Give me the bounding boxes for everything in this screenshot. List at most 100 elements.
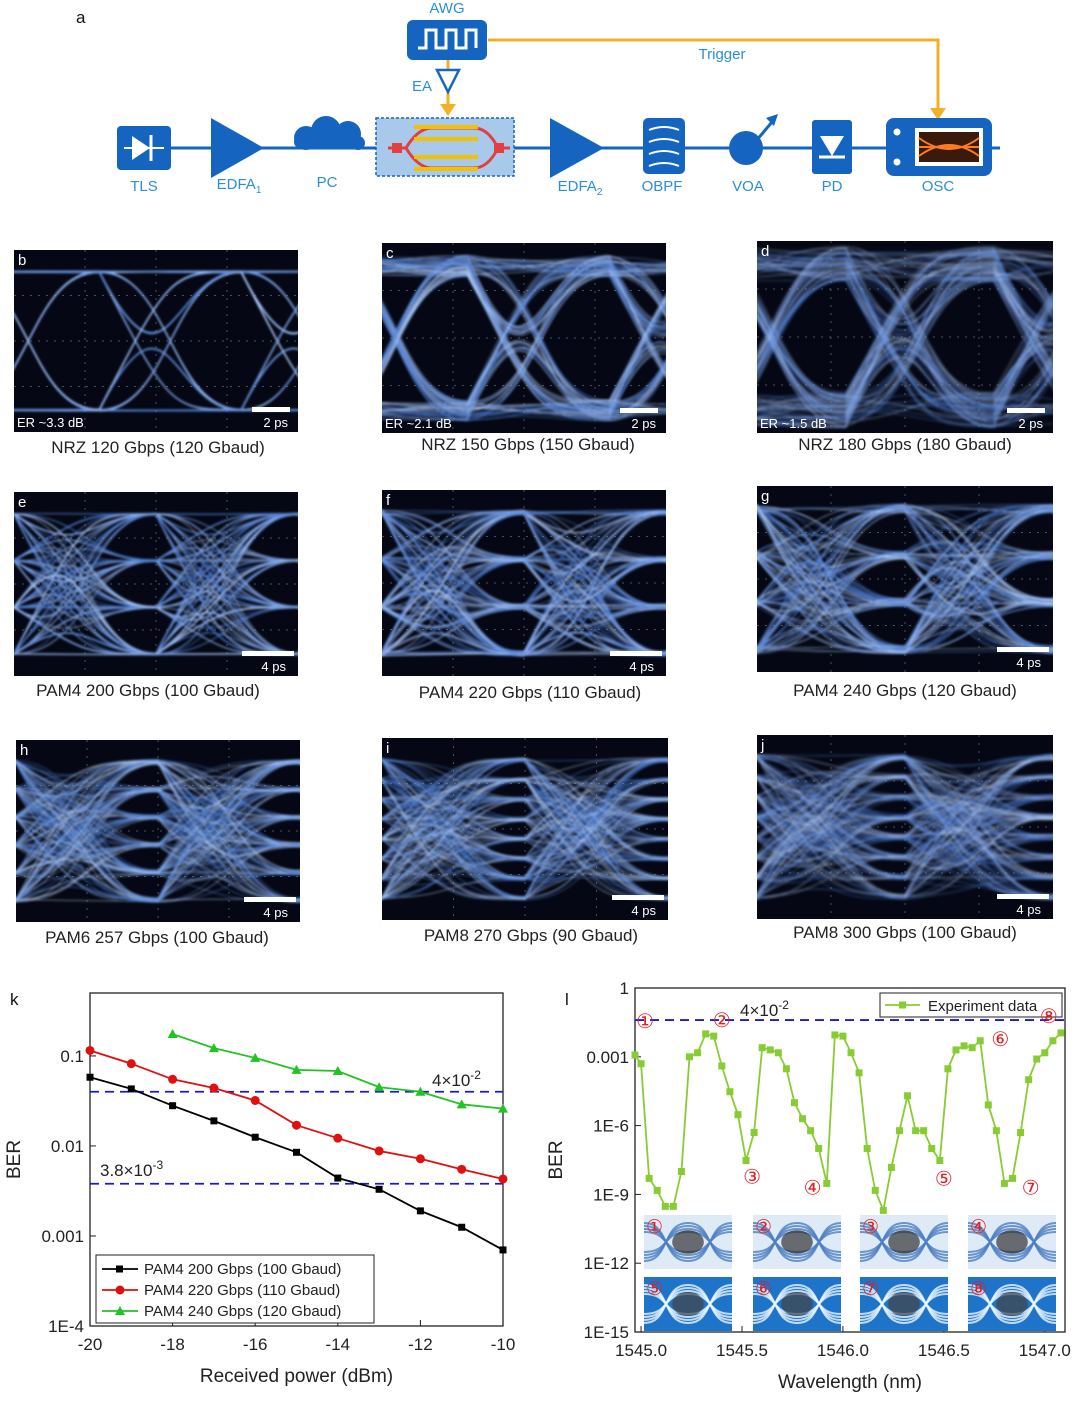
threshold-label: 4×10-2 [740, 998, 789, 1020]
scale-bar [252, 407, 290, 412]
y-tick-label: 0.001 [586, 1048, 629, 1067]
x-axis-label: Received power (dBm) [200, 1366, 393, 1387]
eye-traces [382, 738, 668, 920]
data-point [928, 1145, 936, 1153]
y-tick-label: 1 [620, 980, 629, 998]
data-point [807, 1127, 815, 1135]
inset-eye-opening [888, 1230, 920, 1254]
inset-trace [643, 1222, 733, 1263]
data-point [1057, 1029, 1065, 1037]
scale-bar [997, 647, 1049, 652]
data-point [631, 1051, 639, 1059]
eye-caption: PAM4 240 Gbps (120 Gbaud) [793, 681, 1017, 700]
inset-label: ⑧ [970, 1279, 987, 1300]
inset-trace [643, 1287, 733, 1322]
inset-trace [859, 1286, 949, 1321]
series-line [634, 1032, 1062, 1214]
plot-frame [634, 987, 1066, 1333]
circled-number-marker: ⑧ [1040, 1006, 1058, 1028]
inset-eye-diagram: ⑦ [859, 1277, 949, 1331]
scale-bar [242, 651, 294, 656]
data-point [415, 1086, 426, 1096]
inset-eye-opening [996, 1292, 1028, 1316]
eye-caption: NRZ 120 Gbps (120 Gbaud) [51, 438, 265, 457]
x-tick-label: -20 [78, 1335, 103, 1354]
data-point [799, 1115, 807, 1123]
inset-trace [967, 1284, 1057, 1325]
inset-trace [859, 1228, 949, 1257]
data-point [334, 1174, 342, 1182]
eye-caption: PAM8 300 Gbps (100 Gbaud) [793, 923, 1017, 942]
eye-panel-letter: f [386, 492, 391, 509]
ea-icon [434, 68, 462, 95]
inset-eye-opening [996, 1230, 1028, 1254]
data-point [669, 1202, 677, 1210]
data-point [879, 1206, 887, 1214]
scale-bar [997, 894, 1049, 899]
eye-caption: NRZ 150 Gbps (150 Gbaud) [421, 435, 635, 454]
eye-caption: PAM4 220 Gbps (110 Gbaud) [418, 683, 642, 702]
eye-traces [382, 490, 666, 676]
data-point [871, 1186, 879, 1194]
inset-trace [643, 1228, 733, 1257]
eye-traces [382, 243, 666, 433]
eye-diagram-g: g 4 ps [757, 486, 1053, 672]
y-axis-label: BER [546, 1140, 567, 1179]
y-tick-label: 1E-12 [584, 1254, 629, 1273]
rf-arrowhead [440, 104, 456, 116]
inset-label: ⑦ [862, 1279, 879, 1300]
scale-bar [620, 408, 658, 413]
panel-l-letter: l [565, 990, 569, 1009]
circled-number-marker: ③ [743, 1166, 761, 1188]
inset-trace [643, 1224, 733, 1259]
inset-label: ③ [862, 1217, 879, 1238]
data-point [766, 1046, 774, 1054]
inset-trace [643, 1225, 733, 1260]
data-point [457, 1164, 467, 1174]
inset-eye-opening [672, 1230, 704, 1254]
x-tick-label: 1546.0 [817, 1341, 869, 1360]
inset-label: ⑥ [755, 1279, 772, 1300]
pd-icon [812, 120, 852, 174]
eye-diagram-b: b ER ~3.3 dB 2 ps [14, 250, 298, 432]
data-point [790, 1099, 798, 1107]
legend-box [95, 1254, 375, 1324]
data-point [291, 1064, 302, 1074]
scale-bar-label: 4 ps [261, 659, 286, 674]
inset-trace [752, 1284, 842, 1325]
inset-trace [967, 1228, 1057, 1257]
eye-caption: PAM6 257 Gbps (100 Gbaud) [45, 928, 269, 947]
eye-panel-letter: e [18, 494, 27, 511]
inset-trace [967, 1225, 1057, 1260]
eye-traces [757, 735, 1053, 919]
inset-eye-diagram: ① [643, 1215, 733, 1269]
inset-eye-diagram: ⑤ [643, 1277, 733, 1331]
inset-trace [752, 1221, 842, 1262]
legend-marker [899, 1001, 906, 1009]
data-point [984, 1101, 992, 1109]
inset-eye-opening [672, 1292, 704, 1316]
data-point [126, 1059, 136, 1069]
data-point [952, 1046, 960, 1054]
trigger-label: Trigger [698, 46, 746, 63]
data-point [750, 1129, 758, 1137]
y-tick-label: 1E-9 [593, 1185, 629, 1204]
data-point [333, 1133, 343, 1143]
inset-eye-opening [781, 1230, 813, 1254]
data-point [661, 1202, 669, 1210]
inset-trace [752, 1290, 842, 1319]
eye-panel-letter: i [386, 740, 390, 757]
inset-trace [752, 1225, 842, 1260]
legend: PAM4 200 Gbps (100 Gbaud) PAM4 220 Gbps (… [95, 1254, 375, 1324]
eye-traces [14, 492, 298, 676]
data-point [774, 1049, 782, 1057]
data-point [209, 1083, 219, 1093]
inset-trace [859, 1221, 949, 1262]
data-point [887, 1163, 895, 1171]
pc-icon [294, 116, 365, 150]
eye-caption: PAM8 270 Gbps (90 Gbaud) [423, 926, 639, 945]
scale-bar-label: 2 ps [263, 415, 288, 430]
scale-bar [244, 897, 296, 902]
tls-icon [117, 126, 171, 170]
inset-trace [859, 1222, 949, 1263]
